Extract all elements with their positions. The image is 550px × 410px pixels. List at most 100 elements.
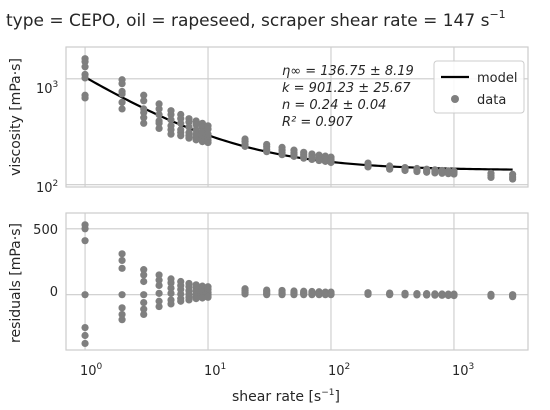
data-point bbox=[118, 80, 126, 88]
data-point bbox=[81, 63, 89, 71]
data-point bbox=[140, 97, 148, 105]
data-point bbox=[177, 119, 185, 127]
data-point bbox=[118, 105, 126, 113]
residual-point bbox=[140, 305, 148, 313]
data-point bbox=[177, 132, 185, 140]
residual-point bbox=[487, 292, 495, 300]
residual-point bbox=[364, 290, 372, 299]
bottom-frame bbox=[65, 212, 529, 351]
residual-point bbox=[444, 291, 452, 300]
data-point bbox=[140, 108, 148, 117]
residual-point bbox=[155, 289, 163, 297]
residual-point bbox=[315, 291, 323, 299]
residual-point bbox=[401, 291, 409, 299]
residual-point bbox=[155, 281, 163, 290]
data-point bbox=[167, 116, 175, 124]
annotation-n: n = 0.24 ± 0.04 bbox=[282, 98, 386, 113]
data-point bbox=[155, 124, 163, 133]
data-point bbox=[167, 110, 175, 119]
xtick-10: 101 bbox=[204, 362, 226, 379]
residual-point bbox=[118, 316, 126, 324]
data-point bbox=[155, 105, 163, 113]
data-point bbox=[401, 166, 409, 175]
data-point bbox=[185, 118, 193, 126]
data-point bbox=[185, 134, 193, 142]
residual-points bbox=[81, 221, 517, 348]
data-point bbox=[300, 154, 308, 162]
data-point bbox=[386, 165, 394, 173]
data-point bbox=[140, 91, 148, 99]
data-point bbox=[364, 163, 372, 171]
data-point bbox=[290, 152, 298, 160]
bottom-ytick-0: 0 bbox=[50, 285, 58, 300]
residual-point bbox=[118, 304, 126, 312]
data-point bbox=[263, 148, 271, 156]
data-point bbox=[487, 173, 495, 182]
bottom-grid bbox=[66, 213, 528, 350]
bottom-ylabel: residuals [mPa·s] bbox=[8, 223, 24, 343]
residual-point bbox=[81, 339, 89, 348]
residual-point bbox=[438, 291, 446, 299]
data-point bbox=[155, 100, 163, 108]
residual-point bbox=[118, 256, 126, 265]
data-point bbox=[81, 58, 89, 66]
residual-point bbox=[167, 279, 175, 287]
data-point bbox=[118, 90, 126, 98]
legend-data-label: data bbox=[477, 93, 506, 108]
data-point bbox=[198, 138, 206, 146]
data-point bbox=[509, 175, 517, 183]
residual-point bbox=[81, 324, 89, 332]
data-point bbox=[321, 157, 329, 165]
data-point bbox=[315, 156, 323, 165]
residual-point bbox=[118, 250, 126, 258]
bottom-ytick-500: 500 bbox=[33, 223, 58, 238]
residual-point bbox=[263, 291, 271, 299]
residual-point bbox=[118, 291, 126, 299]
chart-title-main: type = CEPO, oil = rapeseed, scraper she… bbox=[6, 11, 490, 31]
residual-point bbox=[81, 237, 89, 245]
data-point bbox=[327, 158, 335, 167]
residual-point bbox=[140, 271, 148, 279]
bottom-panel: 500 0 residuals [mPa·s] 100 101 102 103 … bbox=[8, 212, 529, 405]
fit-annotations: η∞ = 136.75 ± 8.19 k = 901.23 ± 25.67 n … bbox=[282, 64, 414, 130]
legend-model-label: model bbox=[477, 71, 517, 86]
data-point bbox=[431, 169, 439, 177]
top-ylabel: viscosity [mPa·s] bbox=[8, 58, 24, 176]
xlabel: shear rate [s−1] bbox=[232, 388, 340, 405]
data-point bbox=[204, 138, 212, 147]
chart-title: type = CEPO, oil = rapeseed, scraper she… bbox=[6, 8, 506, 31]
residual-point bbox=[192, 295, 200, 303]
top-data-points bbox=[81, 55, 517, 183]
data-point bbox=[423, 168, 431, 176]
residual-point bbox=[300, 291, 308, 299]
residual-point bbox=[167, 289, 175, 297]
residual-point bbox=[155, 297, 163, 305]
data-point bbox=[192, 136, 200, 144]
data-point bbox=[438, 169, 446, 177]
top-frame bbox=[65, 46, 529, 188]
legend-data-swatch bbox=[451, 95, 459, 103]
xtick-100: 102 bbox=[328, 362, 350, 379]
residual-point bbox=[185, 296, 193, 304]
residual-point bbox=[278, 291, 286, 299]
data-point bbox=[444, 170, 452, 178]
annotation-k: k = 901.23 ± 25.67 bbox=[282, 81, 411, 96]
annotation-r2: R² = 0.907 bbox=[282, 115, 353, 130]
residual-point bbox=[167, 284, 175, 292]
residual-point bbox=[140, 291, 148, 299]
data-point bbox=[278, 151, 286, 159]
residual-point bbox=[81, 225, 89, 233]
residual-point bbox=[177, 297, 185, 305]
legend: model data bbox=[433, 60, 525, 114]
data-point bbox=[204, 125, 212, 133]
residual-point bbox=[423, 291, 431, 299]
residual-point bbox=[118, 264, 126, 272]
residual-point bbox=[204, 293, 212, 301]
residual-point bbox=[198, 294, 206, 302]
residual-point bbox=[140, 277, 148, 286]
data-point bbox=[140, 119, 148, 127]
residual-point bbox=[81, 331, 89, 340]
data-point bbox=[155, 119, 163, 127]
residual-point bbox=[155, 271, 163, 279]
